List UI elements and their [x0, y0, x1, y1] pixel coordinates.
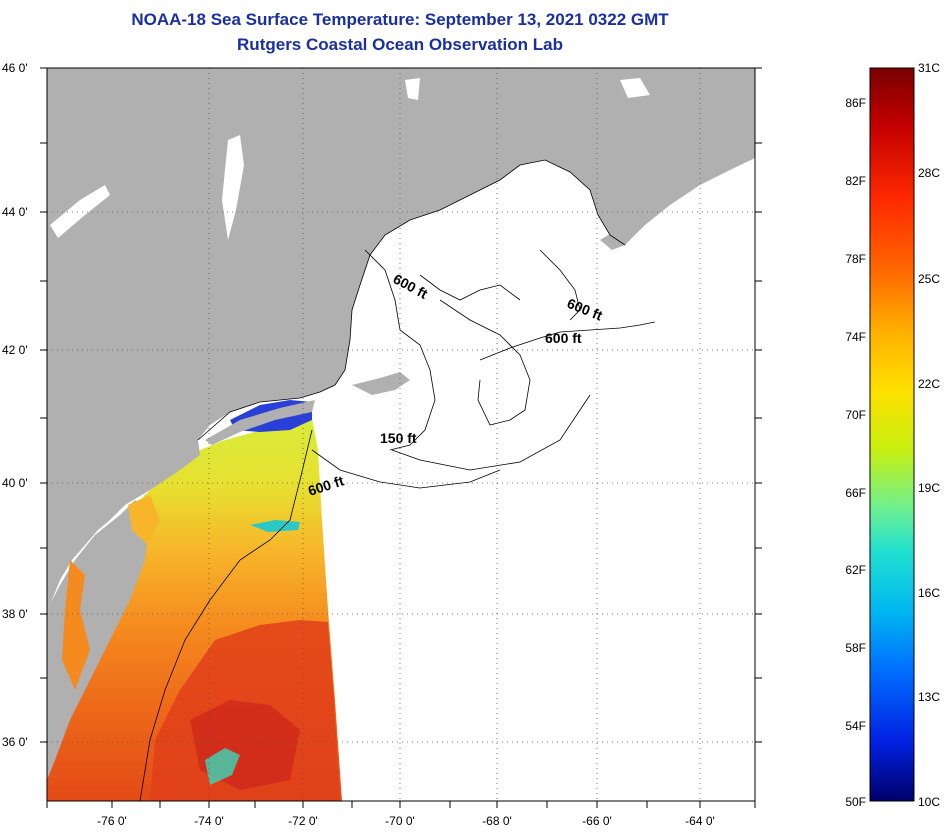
lat-label: 36 0': [2, 735, 28, 749]
latitude-labels: 46 0' 44 0' 42 0' 40 0' 38 0' 36 0': [2, 61, 28, 749]
graticule: [47, 68, 755, 801]
lat-label: 44 0': [2, 205, 28, 219]
colorbar-f-label: 66F: [845, 486, 866, 500]
colorbar-c-label: 25C: [918, 272, 940, 286]
coastline: [197, 159, 626, 441]
longitude-labels: -76 0' -74 0' -72 0' -70 0' -68 0' -66 0…: [97, 814, 715, 828]
lon-label: -68 0': [482, 814, 512, 828]
colorbar-f-labels: 86F 82F 78F 74F 70F 66F 62F 58F 54F 50F: [845, 96, 866, 809]
colorbar-c-label: 13C: [918, 690, 940, 704]
delaware-bay: [128, 495, 160, 545]
colorbar-f-label: 74F: [845, 330, 866, 344]
lon-label: -70 0': [385, 814, 415, 828]
colorbar-c-label: 22C: [918, 377, 940, 391]
map-frame: [46, 67, 756, 802]
colorbar-c-labels: 31C 28C 25C 22C 19C 16C 13C 10C: [918, 61, 940, 809]
colorbar-f-label: 58F: [845, 641, 866, 655]
bathymetry-contours: [139, 249, 656, 801]
colorbar-c-label: 16C: [918, 586, 940, 600]
lake-3: [405, 78, 420, 100]
lat-label: 38 0': [2, 607, 28, 621]
lon-label: -76 0': [97, 814, 127, 828]
colorbar-f-label: 54F: [845, 719, 866, 733]
lon-label: -72 0': [288, 814, 318, 828]
lon-label: -64 0': [685, 814, 715, 828]
contour-label: 600 ft: [545, 330, 582, 346]
lake-4: [620, 78, 650, 98]
sst-cool-patch-2: [205, 748, 240, 785]
axis-ticks: [40, 67, 762, 808]
cape-cod: [352, 372, 410, 395]
chesapeake-bay: [62, 560, 90, 690]
lon-label: -74 0': [194, 814, 224, 828]
map-title: NOAA-18 Sea Surface Temperature: Septemb…: [131, 10, 669, 29]
colorbar-f-label: 50F: [845, 795, 866, 809]
colorbar-f-label: 70F: [845, 408, 866, 422]
lake-2: [222, 135, 244, 240]
colorbar-f-label: 78F: [845, 252, 866, 266]
colorbar-c-label: 19C: [918, 481, 940, 495]
colorbar-c-label: 31C: [918, 61, 940, 75]
colorbar: [869, 67, 915, 802]
colorbar-f-label: 82F: [845, 174, 866, 188]
colorbar-f-label: 62F: [845, 563, 866, 577]
colorbar-c-label: 28C: [918, 166, 940, 180]
colorbar-f-label: 86F: [845, 96, 866, 110]
long-island: [205, 400, 315, 445]
colorbar-c-label: 10C: [918, 795, 940, 809]
map-subtitle: Rutgers Coastal Ocean Observation Lab: [237, 35, 563, 54]
lat-label: 40 0': [2, 476, 28, 490]
contour-label: 150 ft: [380, 430, 417, 446]
lon-label: -66 0': [582, 814, 612, 828]
lake: [50, 185, 110, 238]
lat-label: 46 0': [2, 61, 28, 75]
lat-label: 42 0': [2, 343, 28, 357]
nova-scotia: [600, 150, 755, 250]
